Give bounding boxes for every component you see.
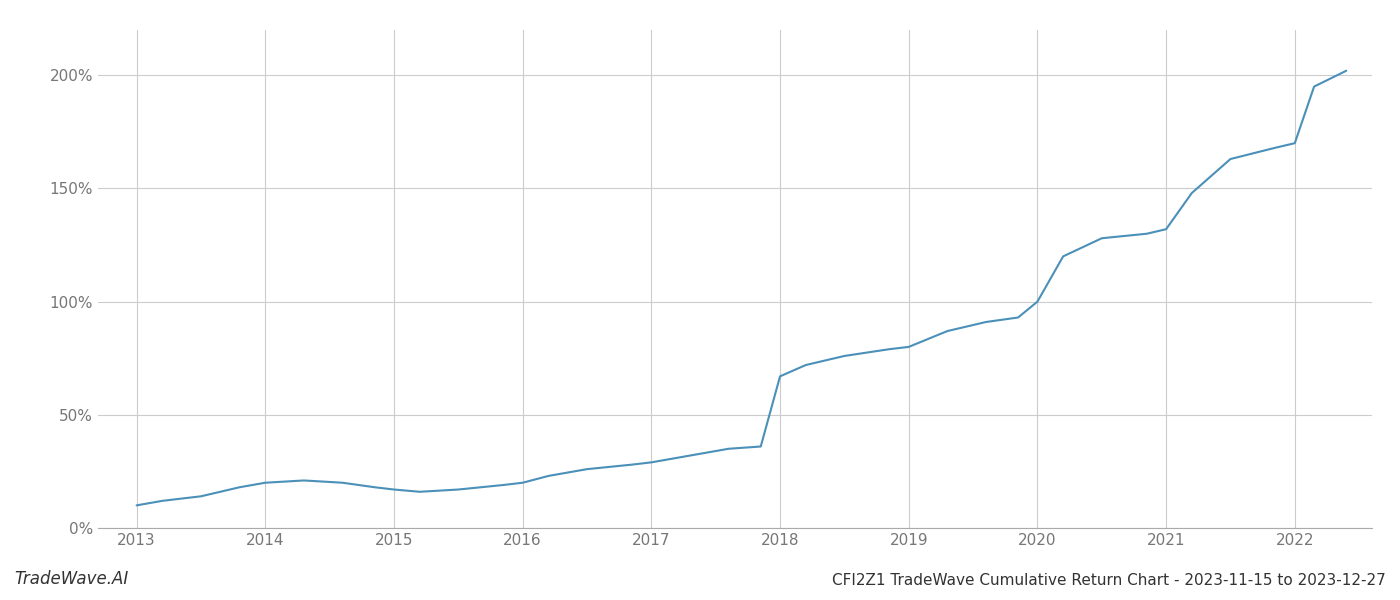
- Text: TradeWave.AI: TradeWave.AI: [14, 570, 129, 588]
- Text: CFI2Z1 TradeWave Cumulative Return Chart - 2023-11-15 to 2023-12-27: CFI2Z1 TradeWave Cumulative Return Chart…: [832, 573, 1386, 588]
